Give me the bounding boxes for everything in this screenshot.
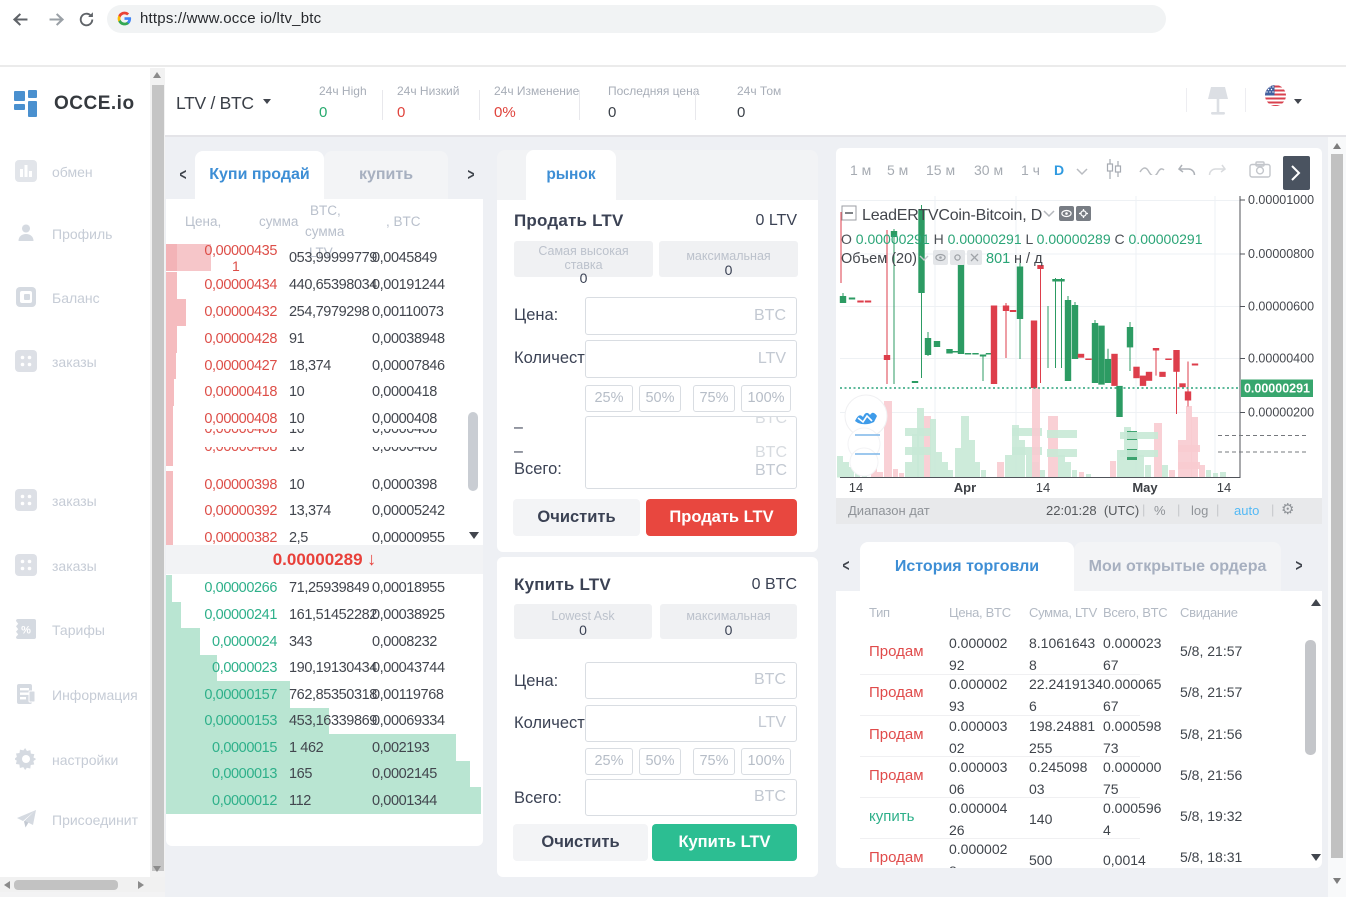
svg-text:Объем (20): Объем (20) (841, 251, 917, 267)
svg-text:801: 801 (986, 251, 1010, 267)
svg-text:Apr: Apr (954, 480, 976, 495)
svg-text:14: 14 (1217, 480, 1231, 495)
svg-text:LeadERTVCoin-Bitcoin, D: LeadERTVCoin-Bitcoin, D (862, 207, 1042, 224)
svg-text:0.00000800: 0.00000800 (1248, 247, 1314, 261)
svg-text:O 0.00000291 H 0.00000291 L: O 0.00000291 H 0.00000291 L 0.00000289 C… (841, 231, 1203, 247)
svg-text:0.00000200: 0.00000200 (1248, 406, 1314, 420)
svg-text:н / д: н / д (1014, 251, 1043, 267)
svg-text:0.00000291: 0.00000291 (1244, 382, 1310, 396)
svg-text:0.00000400: 0.00000400 (1248, 352, 1314, 366)
svg-text:May: May (1132, 480, 1158, 495)
svg-text:14: 14 (1036, 480, 1050, 495)
svg-text:0.00001000: 0.00001000 (1248, 193, 1314, 207)
svg-text:0.00000600: 0.00000600 (1248, 300, 1314, 314)
svg-text:%: % (21, 625, 31, 637)
svg-text:14: 14 (849, 480, 863, 495)
